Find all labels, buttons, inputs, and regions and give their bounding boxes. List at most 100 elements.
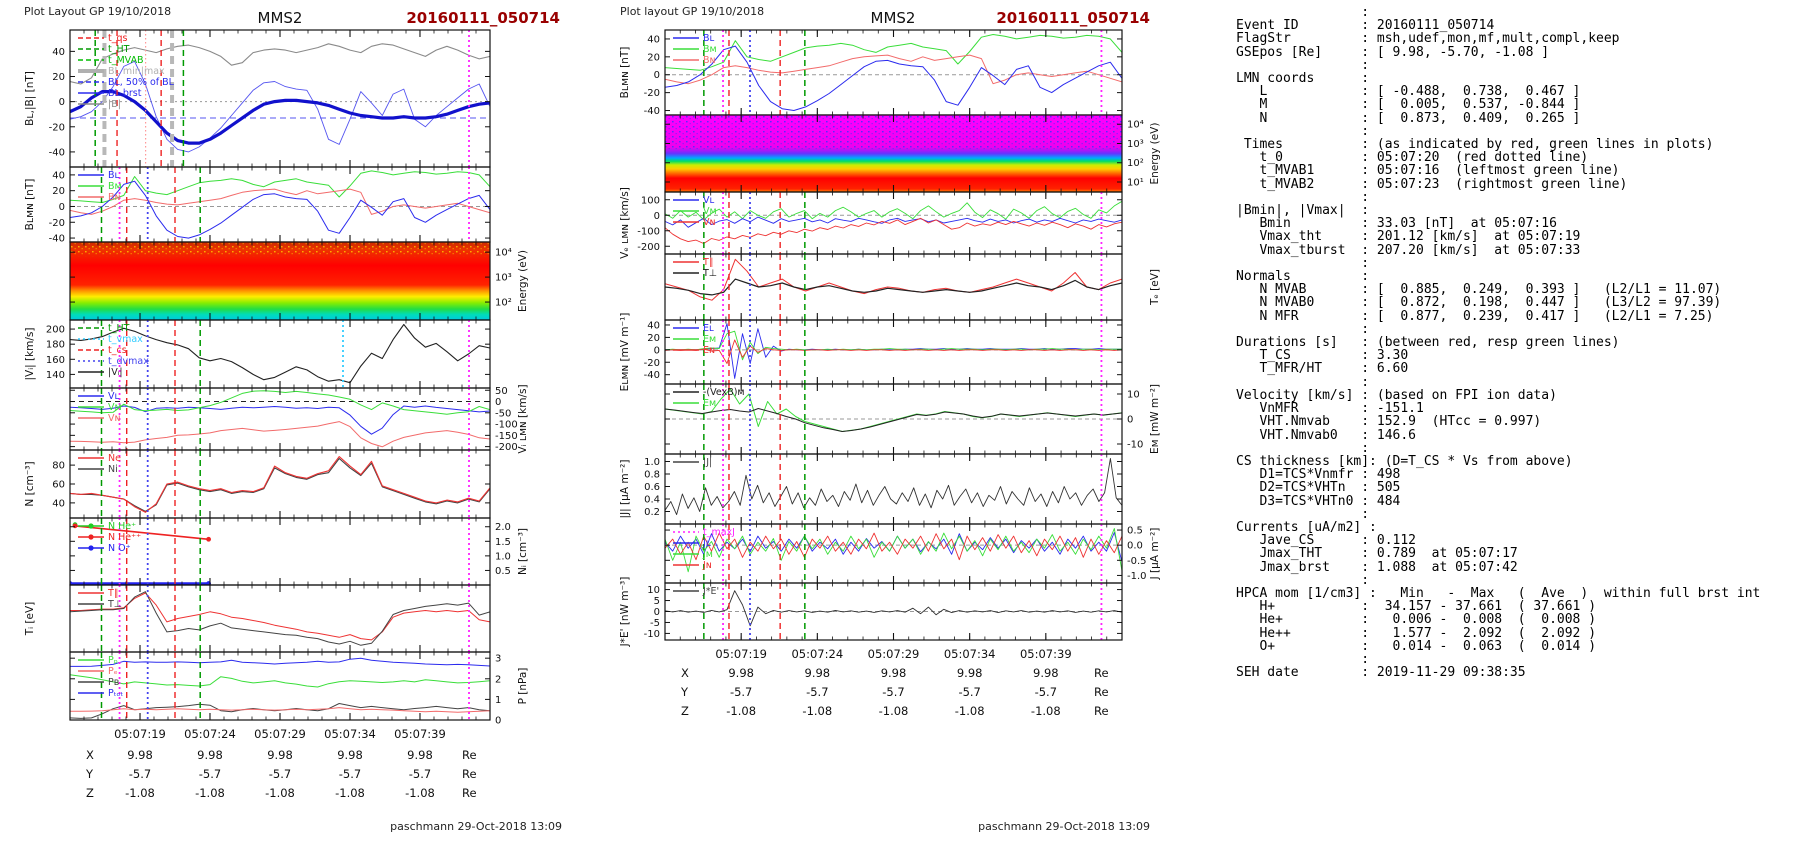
svg-text:-40: -40 [49,234,65,245]
svg-text:10: 10 [1127,390,1140,401]
left-plot-panel: Plot Layout GP 19/10/2018 MMS2 20160111_… [0,0,580,841]
svg-text:Eʟᴍɴ [mV m⁻¹]: Eʟᴍɴ [mV m⁻¹] [619,313,631,392]
svg-text:2: 2 [495,674,501,685]
svg-text:Vɴ: Vɴ [703,217,716,228]
time-tick-label: 05:07:29 [868,647,920,661]
svg-text:t_HT: t_HT [108,323,130,334]
svg-text:Jɴ: Jɴ [702,560,712,571]
svg-text:Pₚ: Pₚ [108,655,118,666]
time-tick-label: 05:07:39 [394,727,446,741]
middle-plot-panel: Plot layout GP 19/10/2018 MMS2 20160111_… [580,0,1204,841]
svg-text:-0.5: -0.5 [1127,556,1147,567]
svg-text:|J| [µA m⁻²]: |J| [µA m⁻²] [619,460,631,519]
svg-text:0: 0 [654,607,660,618]
svg-text:t_maxJ: t_maxJ [703,527,735,538]
svg-text:t_HT: t_HT [108,44,130,55]
svg-text:-20: -20 [644,88,660,99]
svg-text:Bᴍ: Bᴍ [703,44,717,55]
position-row-y: Y -5.7 -5.7 -5.7 -5.7 -5.7 Re [86,767,477,781]
svg-text:N O⁺: N O⁺ [108,543,131,554]
svg-text:80: 80 [52,461,65,472]
event-info-text: : Event ID : 20160111_050714 FlagStr : m… [1236,5,1761,681]
svg-text:Pₜₒₜ: Pₜₒₜ [108,688,123,699]
svg-text:J*E': J*E' [702,586,719,597]
svg-text:20: 20 [52,72,65,83]
svg-text:-5: -5 [650,618,660,629]
svg-text:BL min|max: BL min|max [108,66,165,77]
position-row-z: Z -1.08 -1.08 -1.08 -1.08 -1.08 Re [681,704,1109,718]
svg-text:t_cs: t_cs [108,345,127,356]
svg-text:180: 180 [46,340,65,351]
svg-text:40: 40 [647,34,660,45]
svg-text:-1.0: -1.0 [1127,571,1147,582]
time-tick-label: 05:07:24 [791,647,843,661]
plot-ion-spectrogram: 10⁴ 10³ 10² Energy (eV) [69,241,529,321]
time-tick-label: 05:07:19 [715,647,767,661]
svg-text:0: 0 [495,716,501,727]
svg-text:Vᴍ: Vᴍ [703,206,717,217]
svg-text:T∥: T∥ [107,588,119,599]
svg-text:Eɴ: Eɴ [703,345,715,356]
svg-text:-50: -50 [495,408,511,419]
svg-text:0: 0 [59,97,65,108]
svg-text:0: 0 [654,345,660,356]
left-footer: paschmann 29-Oct-2018 13:09 [390,820,562,833]
time-tick-label: 05:07:39 [1020,647,1072,661]
svg-text:50: 50 [495,386,508,397]
svg-text:Eᴍ [mW m⁻²]: Eᴍ [mW m⁻²] [1149,384,1161,454]
svg-text:Bɴ: Bɴ [703,55,716,66]
svg-text:200: 200 [46,325,65,336]
svg-text:0: 0 [654,70,660,81]
svg-text:Energy (eV): Energy (eV) [1149,123,1161,185]
svg-text:0.5: 0.5 [1127,526,1143,537]
svg-text:10²: 10² [1127,158,1144,169]
svg-text:-10: -10 [1127,440,1143,451]
middle-plot-layout-header: Plot layout GP 19/10/2018 [620,5,765,18]
svg-text:Bʟ: Bʟ [108,170,120,181]
time-tick-label: 05:07:24 [184,727,236,741]
svg-text:10³: 10³ [495,273,512,284]
svg-text:Bʟᴍɴ [nT]: Bʟᴍɴ [nT] [24,179,36,231]
svg-text:Pₑ: Pₑ [108,666,118,677]
svg-text:T⊥: T⊥ [107,599,122,610]
svg-text:N [cm⁻³]: N [cm⁻³] [24,461,36,506]
svg-text:-10: -10 [644,629,660,640]
plot-vi-mag: 200 180 160 140 |Vᵢ| [km/s] t_HTt_vmaxt_cst_d… [24,319,491,389]
svg-text:-40: -40 [644,370,660,381]
position-row-y: Y -5.7 -5.7 -5.7 -5.7 -5.7 Re [681,685,1109,699]
svg-text:-40: -40 [644,106,660,117]
svg-text:Vᴍ: Vᴍ [108,402,122,413]
svg-text:T⊥: T⊥ [702,268,717,279]
svg-text:Vₑ ʟᴍɴ [km/s]: Vₑ ʟᴍɴ [km/s] [619,187,631,259]
svg-text:1.0: 1.0 [644,457,660,468]
svg-text:1.0: 1.0 [495,551,511,562]
svg-text:|Vᵢ|: |Vᵢ| [108,367,123,378]
svg-text:-20: -20 [49,122,65,133]
svg-text:0.2: 0.2 [644,507,660,518]
svg-text:Tᵢ [eV]: Tᵢ [eV] [24,602,36,636]
svg-text:40: 40 [52,47,65,58]
svg-text:Ni: Ni [108,464,118,475]
svg-text:-20: -20 [644,358,660,369]
svg-text:t_qs: t_qs [108,33,128,44]
svg-text:|Vᵢ| [km/s]: |Vᵢ| [km/s] [24,328,36,381]
svg-text:0: 0 [654,211,660,222]
svg-text:20: 20 [52,186,65,197]
svg-text:N He⁺: N He⁺ [108,521,136,532]
svg-text:10: 10 [647,585,660,596]
svg-text:Pʙ: Pʙ [108,677,120,688]
svg-text:0.6: 0.6 [644,482,660,493]
svg-text:5: 5 [654,596,660,607]
svg-text:-20: -20 [49,218,65,229]
middle-spacecraft-title: MMS2 [870,9,916,27]
svg-text:t_vmax: t_vmax [108,334,143,345]
svg-text:10²: 10² [495,298,512,309]
svg-text:-150: -150 [495,431,518,442]
svg-text:Vᵢ ʟᴍɴ [km/s]: Vᵢ ʟᴍɴ [km/s] [517,384,529,453]
